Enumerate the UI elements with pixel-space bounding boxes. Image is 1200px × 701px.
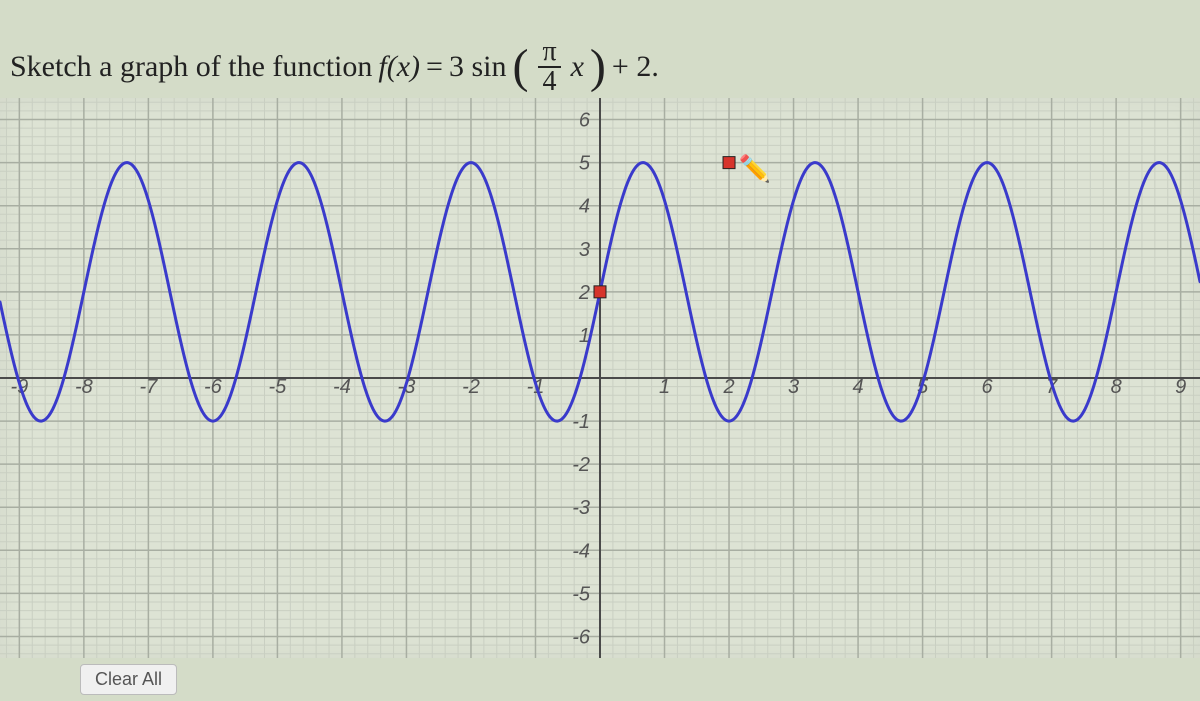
x-tick-label: -4 bbox=[333, 376, 351, 398]
y-tick-label: 6 bbox=[579, 110, 591, 132]
x-tick-label: -5 bbox=[269, 376, 288, 398]
question-prompt: Sketch a graph of the function f(x) = 3 … bbox=[10, 38, 659, 96]
y-tick-label: 3 bbox=[579, 239, 590, 261]
y-tick-label: -2 bbox=[572, 454, 590, 476]
paren-open: ( bbox=[512, 48, 528, 86]
x-tick-label: 4 bbox=[853, 376, 864, 398]
x-tick-label: 1 bbox=[659, 376, 670, 398]
prompt-coef: 3 sin bbox=[449, 50, 507, 84]
curve-control-point[interactable] bbox=[594, 286, 606, 298]
x-tick-label: 6 bbox=[982, 376, 994, 398]
y-tick-label: 4 bbox=[579, 196, 590, 218]
y-tick-label: -6 bbox=[572, 626, 591, 648]
prompt-eq: = bbox=[426, 50, 443, 84]
x-tick-label: 9 bbox=[1175, 376, 1186, 398]
x-tick-label: -8 bbox=[75, 376, 93, 398]
prompt-var: x bbox=[571, 50, 584, 84]
graph-canvas[interactable]: -9-8-7-6-5-4-3-2-1123456789654321-1-2-3-… bbox=[0, 98, 1200, 658]
paren-close: ) bbox=[590, 48, 606, 86]
clear-all-button[interactable]: Clear All bbox=[80, 664, 177, 695]
x-tick-label: 2 bbox=[722, 376, 734, 398]
curve-control-point[interactable] bbox=[723, 157, 735, 169]
y-tick-label: -5 bbox=[572, 583, 591, 605]
frac-num: π bbox=[538, 38, 560, 68]
graph-svg[interactable]: -9-8-7-6-5-4-3-2-1123456789654321-1-2-3-… bbox=[0, 98, 1200, 658]
prompt-fraction: π 4 bbox=[538, 38, 560, 96]
x-tick-label: -6 bbox=[204, 376, 223, 398]
frac-den: 4 bbox=[539, 68, 561, 96]
y-tick-label: -1 bbox=[572, 411, 590, 433]
prompt-lhs: f(x) bbox=[378, 50, 420, 84]
prompt-lead: Sketch a graph of the function bbox=[10, 50, 372, 84]
x-tick-label: 3 bbox=[788, 376, 799, 398]
y-tick-label: -3 bbox=[572, 497, 590, 519]
x-tick-label: -2 bbox=[462, 376, 480, 398]
x-tick-label: -7 bbox=[139, 376, 158, 398]
y-tick-label: 5 bbox=[579, 153, 591, 175]
pencil-cursor-icon: ✏️ bbox=[739, 153, 771, 184]
prompt-tail: + 2. bbox=[612, 50, 659, 84]
y-tick-label: 2 bbox=[578, 282, 590, 304]
y-tick-label: -4 bbox=[572, 540, 590, 562]
x-tick-label: 8 bbox=[1111, 376, 1122, 398]
